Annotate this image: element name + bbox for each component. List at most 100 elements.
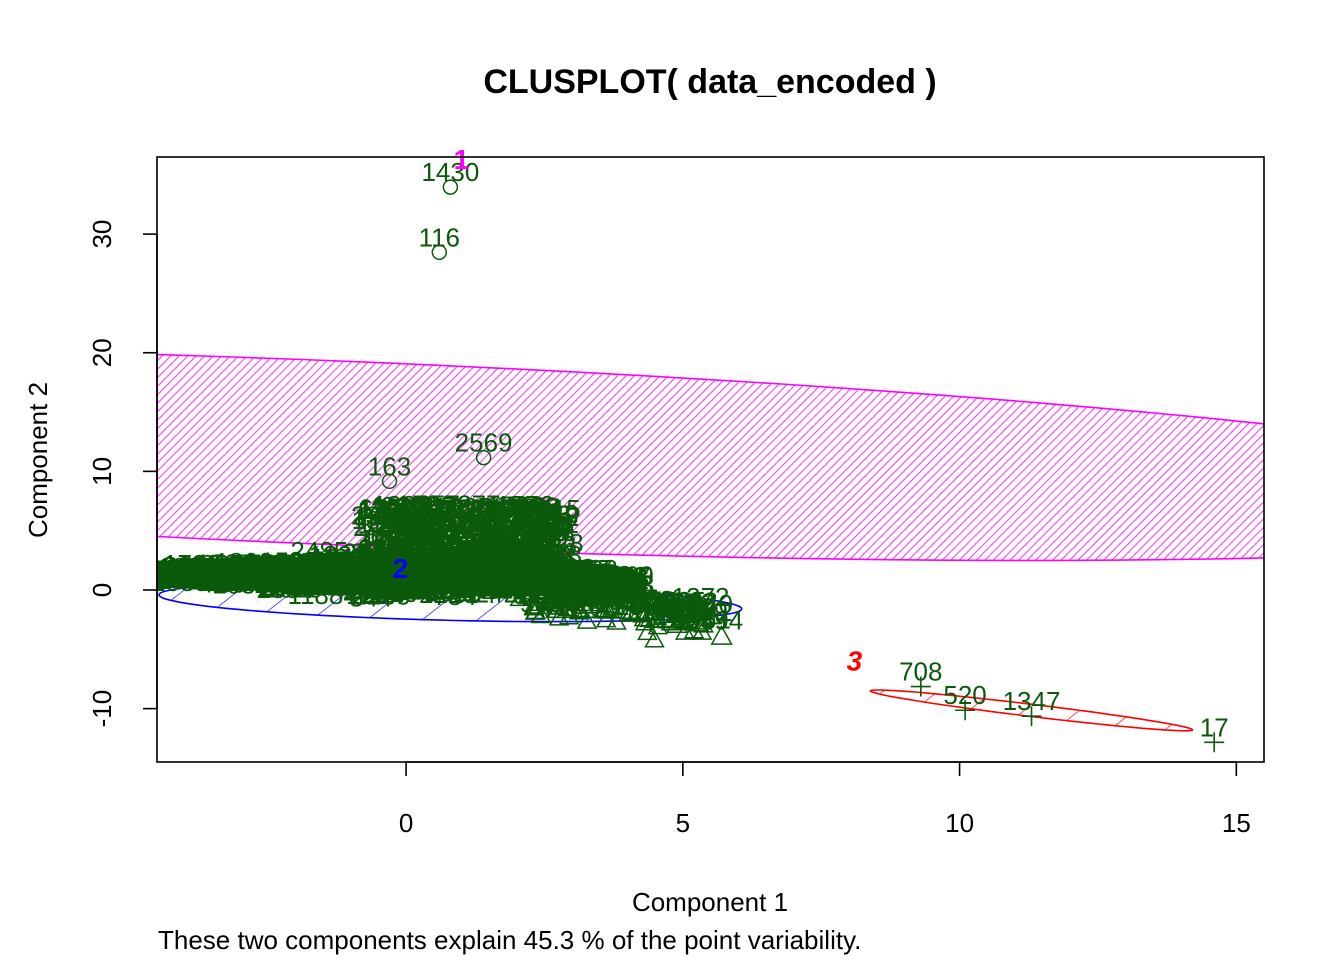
point-label: 1366: [235, 557, 293, 587]
point-label: 45: [291, 561, 320, 591]
point-label: 1499: [167, 561, 225, 591]
point-label: 816: [220, 554, 263, 584]
point-label: 2489: [204, 558, 262, 588]
point-label: 669: [157, 563, 200, 593]
point-label: 1784: [582, 572, 640, 602]
point-label: 284: [153, 561, 196, 591]
point-label: 143: [216, 555, 259, 585]
point-label: 1350: [330, 558, 388, 588]
point-label: 283: [319, 565, 362, 595]
point-label: 2188: [486, 551, 544, 581]
point-label: 2037: [419, 560, 477, 590]
point-label: 2: [344, 561, 358, 591]
point-label: 121: [193, 563, 236, 593]
point-label: 394: [404, 558, 447, 588]
point-label: 1025: [214, 557, 272, 587]
point-label: 880: [391, 576, 434, 606]
point-label: 2008: [535, 568, 593, 598]
point-label: 1156: [285, 558, 341, 588]
point-label: 1545: [415, 560, 473, 590]
point-label: 1355: [306, 549, 364, 579]
point-label: 1015: [265, 574, 323, 604]
point-label: 2466: [436, 564, 494, 594]
point-label: 461: [156, 557, 199, 587]
point-label: 1491: [146, 554, 204, 584]
point-label: 1230: [420, 562, 478, 592]
point-label: 1917: [251, 557, 309, 587]
point-label: 15: [395, 561, 424, 591]
point-label: 769: [283, 556, 326, 586]
point-label: 322: [176, 555, 219, 585]
point-label: 1284: [472, 545, 530, 575]
point-label: 1740: [397, 574, 455, 604]
point-label: 933: [478, 534, 521, 564]
point-label: 1137: [294, 561, 350, 591]
point-label: 2578: [475, 549, 533, 579]
point-label: 1945: [504, 561, 562, 591]
point-label: 2002: [264, 558, 322, 588]
point-label: 572: [509, 560, 552, 590]
point-label: 856: [240, 564, 283, 594]
point-label: 300: [342, 566, 385, 596]
point-label: 952: [181, 559, 224, 589]
point-label: 528: [210, 557, 253, 587]
point-label: 2482: [195, 559, 253, 589]
point-label: 289: [202, 556, 245, 586]
point-label: 2438: [153, 562, 211, 592]
cluster-1-ellipse: [157, 353, 1264, 562]
point-label: 2324: [398, 571, 456, 601]
point-label: 1578: [258, 559, 316, 589]
point-label: 2286: [352, 580, 410, 610]
point-label: 1622: [493, 565, 551, 595]
point-label: 428: [565, 568, 608, 598]
point-label: 2130: [226, 560, 284, 590]
point-label: 853: [180, 555, 223, 585]
point-label: 801: [313, 557, 356, 587]
point-label: 1950: [304, 563, 362, 593]
point-label: 348: [596, 570, 639, 600]
point-label: 2088: [394, 549, 452, 579]
point-label: 1528: [320, 551, 378, 581]
point-label: 1163: [354, 570, 410, 600]
point-label: 82: [259, 556, 288, 586]
point-label: 1872: [196, 566, 254, 596]
point-label: 2021: [445, 557, 503, 587]
point-label: 2472: [353, 512, 411, 542]
point-label: 355: [440, 560, 483, 590]
point-label: 611: [518, 549, 559, 579]
point-label: 2095: [531, 579, 589, 609]
point-label: 2358: [582, 569, 640, 599]
point-label: 1480: [427, 547, 485, 577]
point-label: 777: [201, 559, 244, 589]
point-label: 1914: [425, 545, 483, 575]
point-label: 950: [495, 555, 538, 585]
variability-note: These two components explain 45.3 % of t…: [158, 925, 861, 955]
point-label: 2239: [536, 563, 594, 593]
point-label: 1701: [205, 557, 263, 587]
point-label: 2394: [355, 561, 413, 591]
point-label: 2188: [242, 555, 300, 585]
point-label: 152: [484, 546, 527, 576]
point-label: 520: [252, 561, 295, 591]
point-label: 1664: [546, 559, 604, 589]
point-label: 1807: [222, 553, 280, 583]
point-label: 2332: [469, 562, 527, 592]
point-label: 118: [472, 564, 513, 594]
point-label: 1822: [176, 555, 234, 585]
point-label: 1114: [401, 559, 455, 589]
point-label: 957: [236, 553, 279, 583]
point-label: 1459: [420, 559, 478, 589]
point-label: 703: [399, 549, 442, 579]
point-label: 832: [351, 557, 394, 587]
point-label: 166: [234, 559, 277, 589]
point-label: 2053: [276, 566, 334, 596]
point-label: 2274: [182, 557, 240, 587]
point-label: 1810: [197, 560, 255, 590]
point-label: 1226: [185, 560, 243, 590]
point-label-116: 116: [419, 222, 460, 252]
point-label: 1363: [499, 550, 557, 580]
point-label: 2075: [195, 554, 253, 584]
point-label: 472: [243, 552, 286, 582]
point-label: 1752: [202, 563, 260, 593]
point-label: 1996: [164, 564, 222, 594]
